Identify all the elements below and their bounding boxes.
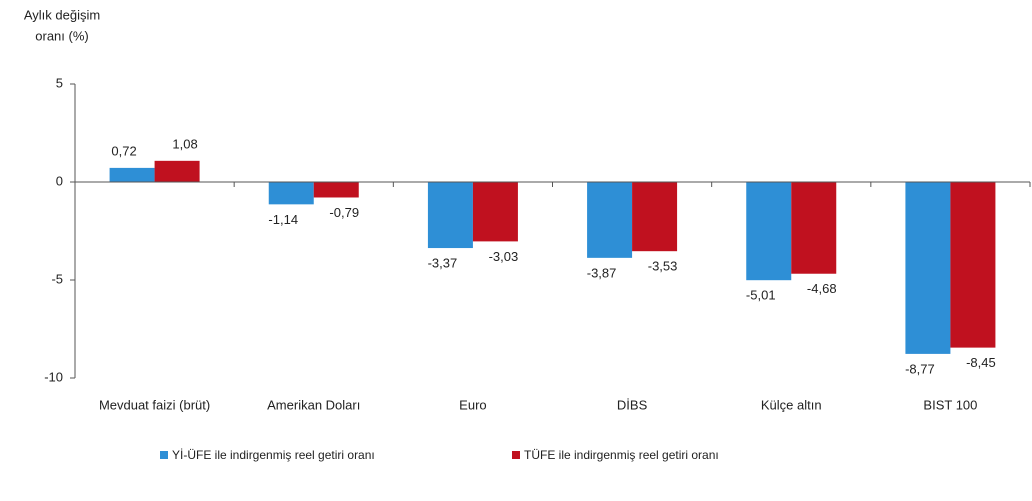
- bar: [791, 182, 837, 274]
- value-label: 0,72: [111, 143, 136, 158]
- y-axis-title: Aylık değişim: [24, 7, 100, 22]
- value-label: -0,79: [329, 205, 359, 220]
- bar: [632, 182, 678, 252]
- y-tick-label: 5: [56, 75, 63, 90]
- value-label: -3,37: [428, 255, 458, 270]
- y-tick-label: -10: [44, 369, 63, 384]
- x-tick-label: Külçe altın: [761, 397, 822, 412]
- bar: [427, 182, 473, 249]
- value-label: -3,03: [489, 249, 519, 264]
- x-tick-label: BIST 100: [923, 397, 977, 412]
- y-axis-title: oranı (%): [35, 28, 88, 43]
- bar: [950, 182, 996, 348]
- bar: [313, 182, 359, 198]
- bar: [109, 167, 155, 182]
- bar: [154, 160, 200, 182]
- legend-label: Yİ-ÜFE ile indirgenmiş reel getiri oranı: [172, 448, 375, 462]
- x-tick-label: DİBS: [617, 397, 648, 412]
- value-label: -3,53: [648, 259, 678, 274]
- legend-swatch: [512, 451, 520, 459]
- value-label: -8,77: [905, 361, 935, 376]
- legend-label: TÜFE ile indirgenmiş reel getiri oranı: [524, 448, 719, 462]
- y-tick-label: -5: [51, 271, 63, 286]
- value-label: -5,01: [746, 288, 776, 303]
- bar: [472, 182, 518, 242]
- bar: [268, 182, 314, 205]
- x-tick-label: Mevduat faizi (brüt): [99, 397, 210, 412]
- value-label: -3,87: [587, 265, 617, 280]
- x-tick-label: Euro: [459, 397, 486, 412]
- value-label: -4,68: [807, 281, 837, 296]
- bar: [746, 182, 792, 281]
- bar: [587, 182, 633, 258]
- y-tick-label: 0: [56, 173, 63, 188]
- value-label: -1,14: [268, 212, 298, 227]
- value-label: 1,08: [172, 136, 197, 151]
- value-label: -8,45: [966, 355, 996, 370]
- x-tick-label: Amerikan Doları: [267, 397, 360, 412]
- bar: [905, 182, 951, 354]
- legend-swatch: [160, 451, 168, 459]
